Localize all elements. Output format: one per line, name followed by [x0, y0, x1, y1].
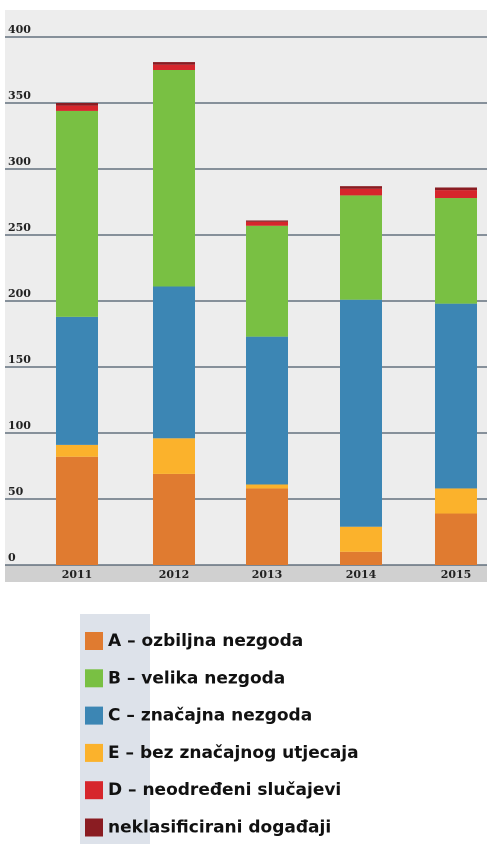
x-tick-label: 2013	[252, 568, 283, 581]
bar-segment	[435, 198, 477, 304]
y-tick-label: 200	[8, 287, 31, 300]
bar-segment	[56, 103, 98, 106]
legend-background	[80, 614, 150, 844]
legend-label: C – značajna nezgoda	[108, 706, 312, 726]
y-tick-label: 150	[8, 353, 31, 366]
bar-segment	[153, 64, 195, 70]
bar-segment	[246, 484, 288, 489]
legend-swatch	[85, 781, 103, 800]
legend-label: B – velika nezgoda	[108, 668, 285, 688]
bar-segment	[435, 303, 477, 489]
bar-segment	[56, 444, 98, 457]
x-tick-label: 2015	[441, 568, 472, 581]
x-axis-band	[5, 565, 487, 582]
bar-segment	[153, 286, 195, 439]
bar-segment	[153, 62, 195, 65]
bar-segment	[153, 70, 195, 287]
y-tick-label: 400	[8, 23, 31, 36]
legend-label: neklasificirani događaji	[108, 818, 331, 838]
bar-segment	[153, 473, 195, 565]
bar-segment	[340, 188, 382, 196]
bar-segment	[435, 190, 477, 199]
bar-segment	[340, 551, 382, 565]
bar-segment	[340, 186, 382, 189]
bar-segment	[246, 336, 288, 485]
y-tick-label: 0	[8, 551, 16, 564]
bar-segment	[56, 110, 98, 317]
legend-label: A – ozbiljna nezgoda	[108, 631, 303, 651]
y-tick-label: 50	[8, 485, 24, 498]
y-tick-label: 300	[8, 155, 31, 168]
bar-segment	[56, 105, 98, 111]
legend-swatch	[85, 706, 103, 725]
bar-segment	[340, 526, 382, 552]
bar-segment	[246, 221, 288, 226]
legend-label: D – neodređeni slučajevi	[108, 780, 341, 800]
bar-segment	[246, 488, 288, 565]
x-tick-label: 2012	[159, 568, 190, 581]
y-tick-label: 100	[8, 419, 31, 432]
bar-segment	[435, 488, 477, 514]
bar-segment	[246, 220, 288, 222]
y-tick-label: 350	[8, 89, 31, 102]
bar-segment	[340, 195, 382, 300]
bar-segment	[56, 456, 98, 565]
bar-segment	[153, 438, 195, 474]
bar-segment	[56, 316, 98, 445]
bar-segment	[246, 225, 288, 337]
legend-swatch	[85, 669, 103, 688]
bar-segment	[340, 299, 382, 527]
y-tick-label: 250	[8, 221, 31, 234]
legend-swatch	[85, 743, 103, 762]
bar-segment	[435, 513, 477, 565]
legend-label: E – bez značajnog utjecaja	[108, 743, 359, 763]
x-tick-label: 2014	[346, 568, 377, 581]
legend-swatch	[85, 818, 103, 837]
legend-swatch	[85, 632, 103, 650]
x-tick-label: 2011	[62, 568, 93, 581]
bar-segment	[435, 187, 477, 191]
